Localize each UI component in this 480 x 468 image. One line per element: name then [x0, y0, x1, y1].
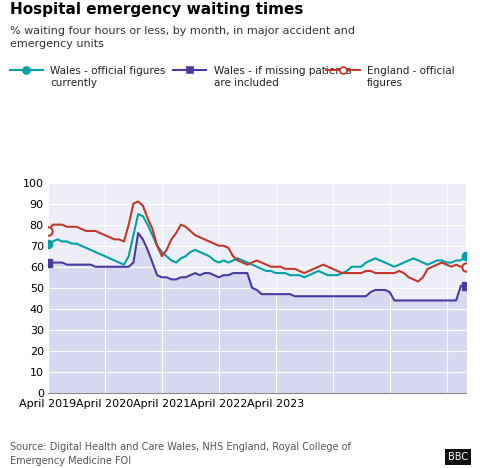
Text: England - official
figures: England - official figures: [367, 66, 455, 88]
Text: BBC: BBC: [448, 453, 468, 462]
Text: Hospital emergency waiting times: Hospital emergency waiting times: [10, 2, 303, 17]
Text: Wales - if missing patients
are included: Wales - if missing patients are included: [214, 66, 351, 88]
Text: Wales - official figures
currently: Wales - official figures currently: [50, 66, 166, 88]
Text: Source: Digital Health and Care Wales, NHS England, Royal College of
Emergency M: Source: Digital Health and Care Wales, N…: [10, 442, 350, 466]
Text: % waiting four hours or less, by month, in major accident and
emergency units: % waiting four hours or less, by month, …: [10, 26, 355, 49]
